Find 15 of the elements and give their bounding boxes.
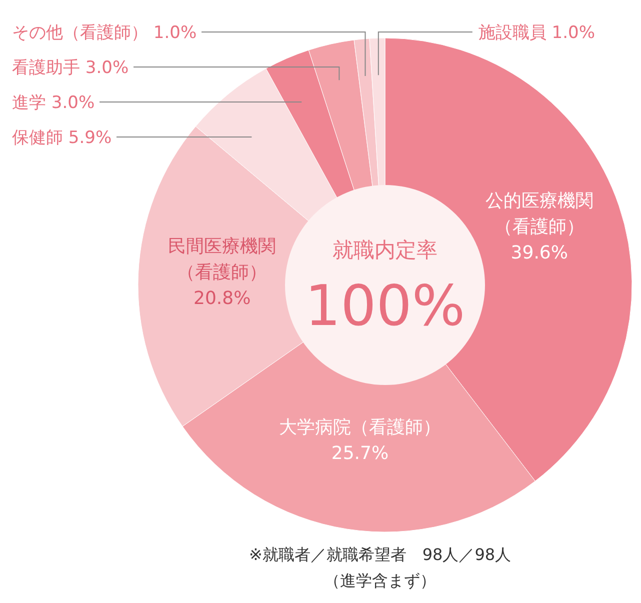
slice-label: 看護助手 3.0% <box>12 58 129 78</box>
slice-label: 施設職員 1.0% <box>478 23 595 43</box>
slice-label: 公的医療機関（看護師） <box>485 190 594 238</box>
slice-label: その他（看護師） 1.0% <box>12 23 197 43</box>
slice-label: 進学 3.0% <box>12 93 95 113</box>
slice-label: 保健師 5.9% <box>12 128 112 148</box>
text: 就職内定率 <box>332 238 438 262</box>
slice-label: 民間医療機関（看護師） <box>168 236 276 283</box>
slice-label: 大学病院（看護師） <box>279 417 442 438</box>
text: 100% <box>304 274 466 339</box>
data-label: 39.6% <box>510 242 568 264</box>
text: （進学含まず） <box>324 571 436 590</box>
data-label: 20.8% <box>194 288 251 309</box>
data-label: 25.7% <box>331 443 389 464</box>
text: ※就職者／就職希望者 98人／98人 <box>248 545 512 564</box>
